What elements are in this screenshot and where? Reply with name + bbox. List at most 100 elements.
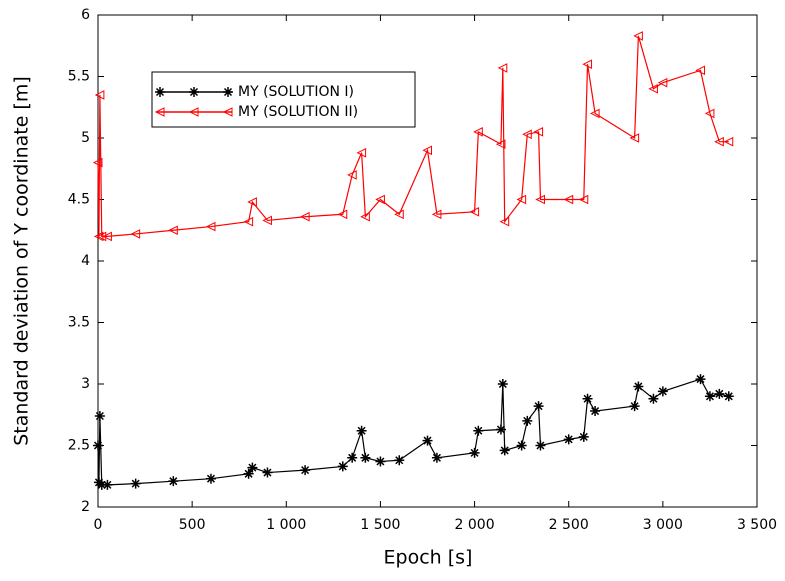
point [375,194,385,205]
point [633,31,643,41]
point [347,170,357,180]
point [657,386,668,397]
point [633,381,644,392]
point [535,440,546,451]
point [347,452,358,463]
point [243,216,254,227]
point [522,415,533,426]
y-tick-label: 2.5 [68,438,90,454]
point [629,133,640,143]
point [168,476,179,487]
y-tick-label: 5.5 [68,69,90,85]
point [578,194,589,205]
point [205,221,216,232]
y-tick-label: 4.5 [68,192,90,208]
point [102,231,112,242]
point [130,229,141,239]
legend-marker [222,107,233,117]
point [473,425,484,436]
x-tick-label: 2 500 [549,517,589,533]
legend-marker [223,87,233,97]
point [247,197,257,207]
point [704,108,715,119]
point [578,431,589,442]
point [360,452,371,463]
series-line [97,378,729,486]
legend-marker [155,87,165,97]
x-tick-label: 3 000 [643,517,683,533]
point [648,393,659,404]
point [495,139,506,149]
point [535,194,545,205]
point [590,406,601,417]
x-tick-label: 1 500 [360,517,400,533]
y-axis-label: Standard deviation of Y coordinate [m] [11,76,33,446]
point [582,59,593,70]
point [375,456,386,467]
y-tick-label: 2 [81,499,90,515]
point [563,434,574,445]
legend-marker [188,107,199,117]
point [337,209,348,220]
point [714,136,724,147]
legend-label: MY (SOLUTION I) [238,84,354,100]
point [94,410,105,421]
legend-label: MY (SOLUTION II) [238,104,358,120]
legend-marker [154,107,165,117]
point [648,83,658,94]
point [205,473,216,484]
point [516,194,527,205]
point [243,468,254,479]
point [92,157,103,168]
y-tick-label: 3.5 [68,315,90,331]
point [695,374,706,385]
point [563,194,574,205]
point [247,462,258,473]
point [422,145,432,156]
point [495,424,506,435]
point [582,393,593,404]
point [94,90,105,100]
point [522,129,532,140]
point [356,147,367,158]
point [262,467,273,478]
point [356,425,367,436]
point [422,435,433,446]
x-axis-label: Epoch [s] [384,547,473,569]
point [394,455,405,466]
point [431,209,442,220]
legend-marker [189,87,199,97]
point [262,215,272,226]
point [533,127,544,137]
y-tick-label: 3 [81,376,90,392]
point [394,209,404,220]
point [714,388,725,399]
point [469,447,480,458]
point [431,452,442,463]
y-tick-label: 6 [81,7,90,23]
y-tick-label: 4 [81,253,90,269]
x-tick-label: 2 000 [455,517,495,533]
point [629,401,640,412]
point [657,77,668,88]
point [337,461,348,472]
point [130,478,141,489]
point [704,391,715,402]
x-tick-label: 500 [179,517,206,533]
point [695,65,706,76]
point [299,211,310,222]
point [723,136,734,147]
point [300,465,311,476]
point [723,391,734,402]
point [499,216,510,227]
series-line [97,35,729,237]
x-tick-label: 3 500 [737,517,777,533]
point [102,479,113,490]
point [516,440,527,451]
point [168,225,178,236]
point [497,63,508,73]
point [96,479,107,490]
legend-box [151,71,416,128]
point [469,206,480,217]
